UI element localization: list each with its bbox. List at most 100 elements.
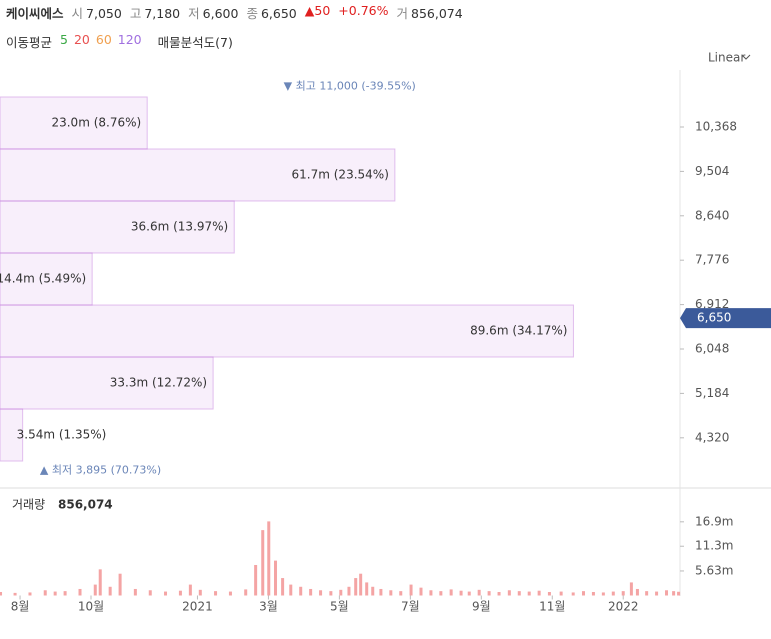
quote-value: 7,050 bbox=[86, 6, 122, 21]
y-tick-label: 6,048 bbox=[695, 342, 729, 356]
x-tick-label: 3월 bbox=[259, 600, 278, 614]
volume-bar bbox=[439, 591, 443, 596]
quote-value: 6,650 bbox=[260, 6, 297, 21]
volume-bar bbox=[477, 589, 481, 596]
volume-bar bbox=[53, 591, 57, 596]
volume-bar bbox=[559, 591, 563, 596]
y-tick-label: 6,912 bbox=[695, 297, 729, 311]
profile-title: 매물분석도(7) bbox=[157, 35, 233, 50]
volume-bar bbox=[537, 590, 541, 596]
x-tick-label: 10월 bbox=[78, 600, 104, 614]
volume-tick-label: 11.3m bbox=[695, 539, 733, 553]
volume-bar bbox=[601, 592, 605, 596]
volume-bar bbox=[289, 584, 293, 596]
volume-title: 거래량 bbox=[12, 498, 45, 512]
volume-bar bbox=[665, 590, 669, 596]
volume-bar bbox=[254, 564, 258, 596]
volume-bar bbox=[244, 589, 248, 596]
y-tick-label: 7,776 bbox=[695, 253, 729, 267]
quote: 시 7,050 고 7,180 저 6,600 종 6,650 bbox=[72, 3, 297, 22]
legend-entry: 60 bbox=[95, 32, 112, 47]
volume-bar bbox=[371, 586, 375, 596]
profile-label: 61.7m (23.54%) bbox=[292, 167, 389, 181]
profile-label: 14.4m (5.49%) bbox=[0, 272, 86, 286]
scale-label: Linear bbox=[708, 51, 745, 65]
profile-bar bbox=[0, 356, 214, 410]
quote-value: 856,074 bbox=[411, 6, 463, 21]
volume-bar bbox=[571, 592, 575, 596]
x-tick-label: 7월 bbox=[401, 600, 420, 614]
legend: 5 20 60 120 bbox=[60, 32, 142, 51]
volume-bar bbox=[274, 560, 278, 596]
volume-latest: 856,074 bbox=[58, 498, 113, 512]
profile-bar bbox=[0, 148, 396, 202]
legend-entry: 120 bbox=[117, 32, 142, 47]
profile-label: 3.54m (1.35%) bbox=[17, 428, 107, 442]
volume-bar bbox=[672, 591, 676, 596]
legend-entry: 20 bbox=[73, 32, 90, 47]
volume-bar bbox=[133, 588, 137, 596]
y-tick-label: 4,320 bbox=[695, 430, 729, 444]
profile-bar bbox=[0, 408, 24, 462]
profile-label: 23.0m (8.76%) bbox=[51, 115, 141, 129]
volume-bar bbox=[591, 592, 595, 596]
volume-tick-label: 16.9m bbox=[695, 514, 733, 528]
volume-bar bbox=[497, 592, 501, 596]
current-price-label: 6,650 bbox=[697, 311, 731, 325]
volume-bar bbox=[354, 578, 358, 596]
volume-bar bbox=[261, 530, 265, 596]
volume-bar bbox=[78, 588, 82, 596]
quote-item: 시 7,050 bbox=[72, 3, 122, 22]
volume-bar bbox=[365, 582, 369, 596]
legend-entry: 5 bbox=[60, 32, 68, 47]
quote-item: 고 7,180 bbox=[130, 3, 180, 22]
y-tick-label: 8,640 bbox=[695, 208, 729, 222]
profile-bar bbox=[0, 252, 93, 306]
volume-bar bbox=[347, 586, 351, 596]
x-tick-label: 5월 bbox=[330, 600, 349, 614]
x-tick-label: 9월 bbox=[472, 600, 491, 614]
profile-label: 89.6m (34.17%) bbox=[470, 324, 567, 338]
x-tick-label: 2021 bbox=[182, 600, 213, 614]
volume-bar bbox=[98, 569, 102, 596]
change-pct: +0.76% bbox=[338, 3, 389, 18]
volume-bar bbox=[409, 584, 413, 596]
quote-volume: 거 856,074 bbox=[396, 3, 462, 22]
volume-bar bbox=[118, 573, 122, 596]
volume-bar bbox=[389, 590, 393, 596]
volume-bar bbox=[379, 588, 383, 596]
volume-bar bbox=[655, 591, 659, 596]
x-tick-label: 8월 bbox=[11, 600, 30, 614]
quote-row: 케이씨에스 시 7,050 고 7,180 저 6,600 종 6,650 ▲50 +0.76… bbox=[6, 3, 463, 22]
volume-bar bbox=[359, 573, 363, 596]
volume-tick-label: 5.63m bbox=[695, 563, 733, 577]
profile-bar bbox=[0, 200, 235, 254]
volume-bar bbox=[299, 586, 303, 596]
annotation: ▲ 최저 3,895 (70.73%) bbox=[40, 464, 161, 477]
quote-label: 거 bbox=[396, 6, 408, 21]
volume-bar bbox=[645, 591, 649, 596]
volume-bar bbox=[621, 591, 625, 596]
profile-layer: 3.54m (1.35%) 33.3m (12.72%) 89.6m (34.17%… bbox=[0, 96, 574, 462]
volume-bar bbox=[527, 591, 531, 596]
volume-bar bbox=[0, 592, 3, 596]
quote-label: 고 bbox=[129, 6, 142, 21]
volume-bar bbox=[507, 590, 511, 596]
volume-bar bbox=[429, 590, 433, 596]
volume-bar bbox=[267, 521, 271, 596]
volume-bar bbox=[459, 590, 463, 596]
profile-bar bbox=[0, 304, 574, 358]
volume-bar bbox=[281, 578, 285, 596]
y-tick-label: 9,504 bbox=[695, 164, 729, 178]
annotation: ▼ 최고 11,000 (-39.55%) bbox=[284, 80, 416, 93]
volume-bar bbox=[611, 591, 615, 596]
volume-bar bbox=[635, 588, 639, 596]
profile-label: 33.3m (12.72%) bbox=[110, 376, 207, 390]
volume-bar bbox=[164, 591, 168, 596]
change: ▲50 bbox=[304, 3, 331, 18]
volume-bar bbox=[93, 584, 97, 596]
volume-bar bbox=[309, 588, 313, 596]
volume-bar bbox=[63, 591, 67, 596]
